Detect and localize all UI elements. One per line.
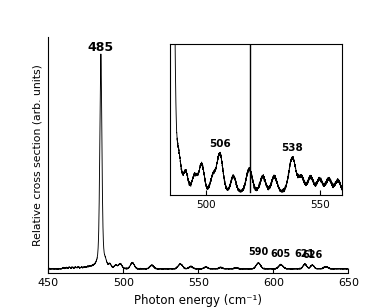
Text: 626: 626 [302, 250, 322, 259]
Y-axis label: Relative cross section (arb. units): Relative cross section (arb. units) [33, 64, 43, 246]
Text: 605: 605 [271, 249, 291, 259]
Text: 621: 621 [295, 248, 315, 258]
Text: 485: 485 [88, 41, 114, 54]
X-axis label: Photon energy (cm⁻¹): Photon energy (cm⁻¹) [134, 294, 262, 307]
Text: 590: 590 [248, 247, 269, 258]
